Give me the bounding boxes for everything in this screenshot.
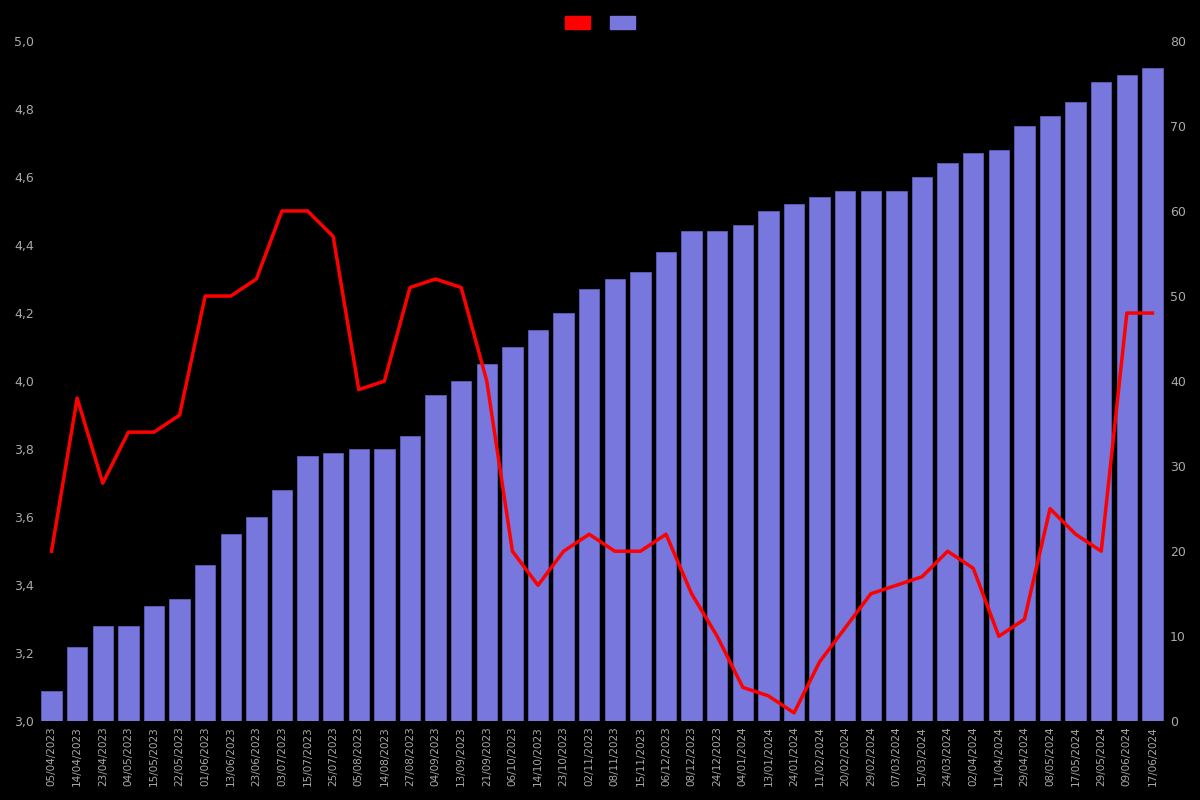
Bar — [323, 453, 343, 800]
Bar — [169, 599, 190, 800]
Legend: , : , — [559, 10, 646, 36]
Bar — [1014, 126, 1034, 800]
Bar — [271, 490, 293, 800]
Bar — [528, 330, 548, 800]
Bar — [784, 204, 804, 800]
Bar — [1117, 75, 1138, 800]
Bar — [682, 231, 702, 800]
Bar — [809, 198, 830, 800]
Bar — [732, 225, 754, 800]
Bar — [1091, 82, 1111, 800]
Bar — [246, 518, 266, 800]
Bar — [144, 606, 164, 800]
Bar — [655, 252, 677, 800]
Bar — [912, 177, 932, 800]
Bar — [118, 626, 138, 800]
Bar — [194, 565, 216, 800]
Bar — [962, 153, 984, 800]
Bar — [41, 690, 61, 800]
Bar — [502, 347, 523, 800]
Bar — [425, 394, 446, 800]
Bar — [630, 272, 650, 800]
Bar — [298, 456, 318, 800]
Bar — [374, 449, 395, 800]
Bar — [67, 646, 88, 800]
Bar — [1066, 102, 1086, 800]
Bar — [886, 190, 907, 800]
Bar — [92, 626, 113, 800]
Bar — [553, 313, 574, 800]
Bar — [937, 163, 958, 800]
Bar — [476, 364, 497, 800]
Bar — [578, 290, 600, 800]
Bar — [400, 435, 420, 800]
Bar — [451, 381, 472, 800]
Bar — [1142, 68, 1163, 800]
Bar — [707, 231, 727, 800]
Bar — [860, 190, 881, 800]
Bar — [835, 190, 856, 800]
Bar — [605, 279, 625, 800]
Bar — [989, 150, 1009, 800]
Bar — [1039, 116, 1061, 800]
Bar — [348, 449, 370, 800]
Bar — [758, 211, 779, 800]
Bar — [221, 534, 241, 800]
